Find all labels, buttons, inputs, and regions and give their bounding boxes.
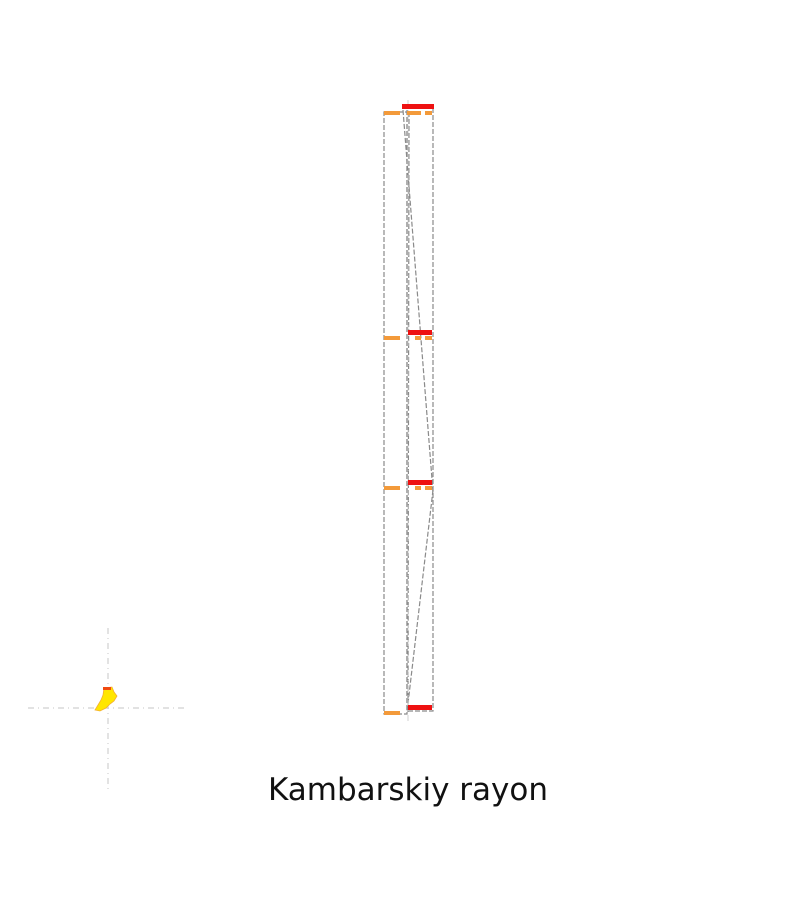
orange-marker xyxy=(425,336,432,340)
locator-highlight-mark xyxy=(103,687,111,690)
orange-marker xyxy=(384,111,400,115)
locator-inset xyxy=(28,628,188,790)
orange-markers xyxy=(384,111,432,715)
region-frame-right xyxy=(406,105,434,712)
region-inner-line xyxy=(407,111,410,713)
red-marker-upper-mid xyxy=(408,330,432,335)
region-diagonal-lower xyxy=(406,489,434,713)
region-diagonal-upper xyxy=(402,109,434,493)
orange-marker xyxy=(384,486,400,490)
red-marker-bottom xyxy=(408,705,432,710)
map-caption: Kambarskiy rayon xyxy=(267,772,548,808)
red-marker-lower-mid xyxy=(408,480,432,485)
orange-marker xyxy=(384,336,400,340)
orange-marker xyxy=(384,711,400,715)
orange-marker xyxy=(415,486,421,490)
red-marker-top xyxy=(402,104,434,109)
orange-marker xyxy=(425,111,432,115)
orange-marker xyxy=(407,111,421,115)
region-frame-left xyxy=(383,111,408,715)
orange-marker xyxy=(415,336,421,340)
locator-region-shape xyxy=(94,686,118,712)
orange-marker xyxy=(425,486,432,490)
red-markers xyxy=(402,104,434,710)
